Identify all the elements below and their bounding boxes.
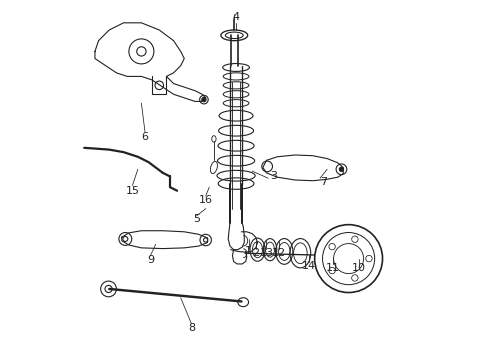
Text: 12: 12: [272, 248, 286, 258]
Circle shape: [202, 98, 206, 102]
Text: 9: 9: [147, 255, 154, 265]
Text: 2: 2: [252, 248, 259, 258]
Text: 11: 11: [325, 262, 340, 273]
Text: 3: 3: [270, 171, 277, 181]
Text: 15: 15: [125, 186, 140, 196]
Text: 16: 16: [199, 195, 213, 204]
Text: 6: 6: [142, 132, 148, 142]
Circle shape: [339, 167, 343, 171]
Text: 10: 10: [352, 262, 367, 273]
Text: 4: 4: [233, 13, 240, 22]
Text: 1: 1: [245, 247, 252, 256]
Text: 8: 8: [188, 323, 195, 333]
Text: 13: 13: [259, 248, 273, 258]
Text: 5: 5: [193, 214, 200, 224]
Text: 14: 14: [302, 261, 317, 271]
Text: 7: 7: [320, 177, 327, 187]
